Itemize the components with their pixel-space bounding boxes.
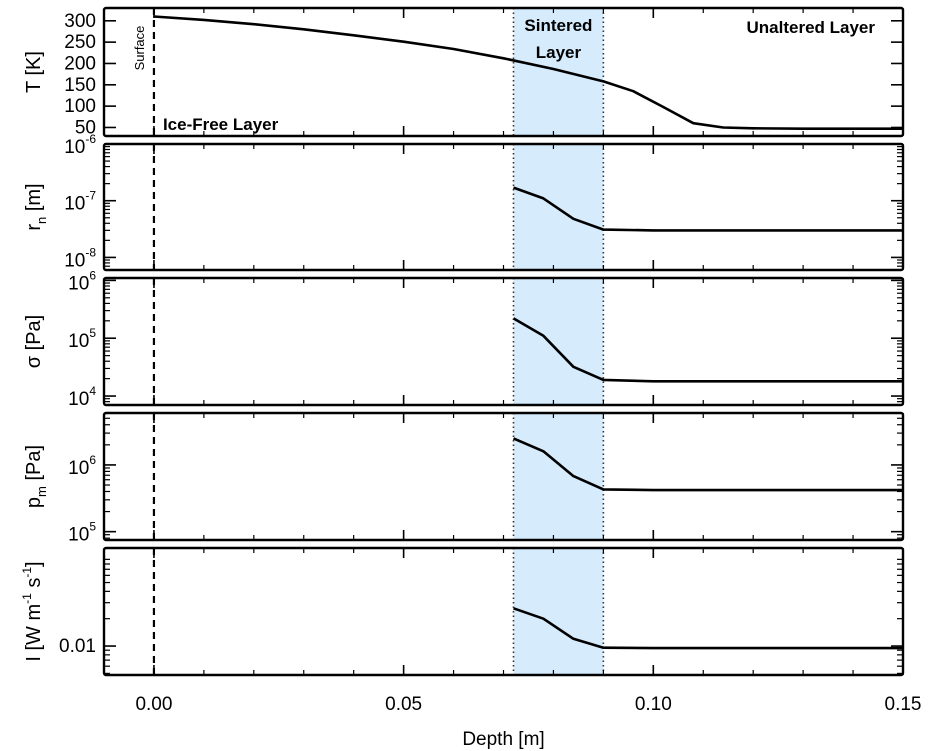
y-axis-label-neck-radius: rn [m] (23, 183, 49, 230)
x-tick-label: 0.00 (135, 694, 172, 715)
sintered-band-temperature (513, 8, 604, 136)
y-tick-label: 300 (64, 11, 96, 32)
y-tick-label: 10-8 (64, 245, 96, 271)
data-line-modulus (512, 437, 903, 492)
sintered-band-neck-radius (513, 144, 604, 270)
y-axis-label-stress: σ [Pa] (23, 315, 45, 368)
x-tick-label: 0.05 (385, 694, 422, 715)
tick-exponent: 5 (89, 326, 96, 340)
tick-base: 10 (68, 331, 89, 352)
sintered-layer-label: Sintered (524, 16, 592, 35)
y-tick-label: 50 (75, 117, 96, 138)
tick-base: 10 (68, 273, 89, 294)
y-tick-label: 104 (68, 384, 96, 410)
tick-base: 10 (64, 137, 85, 158)
y-tick-label: 200 (64, 53, 96, 74)
y-tick-label: 0.01 (59, 636, 96, 657)
ylabel-unit: [m] (23, 183, 45, 216)
tick-exponent: -8 (85, 245, 96, 259)
tick-base: 10 (68, 525, 89, 546)
ylabel-main: I [W m (23, 604, 45, 662)
tick-exponent: -6 (85, 132, 96, 146)
data-line-neck-radius (513, 186, 903, 232)
unaltered-layer-label: Unaltered Layer (747, 18, 876, 37)
tick-exponent: 4 (89, 384, 96, 398)
y-tick-label: 250 (64, 32, 96, 53)
panel-frame-conductivity (102, 546, 905, 677)
data-line-conductivity (513, 607, 903, 650)
y-tick-label: 100 (64, 96, 96, 117)
ylabel-subscript: m (34, 486, 49, 497)
ylabel-main: T [K] (23, 51, 45, 93)
y-axis-label-temperature: T [K] (23, 51, 45, 93)
ylabel-main: r (23, 224, 45, 231)
ylabel-main: p (23, 497, 45, 508)
panel-conductivity: 0.01I [W m-1 s-1] (20, 546, 905, 677)
ice-free-layer-label: Ice-Free Layer (163, 115, 279, 134)
data-line-temperature (153, 15, 903, 130)
tick-exponent: 5 (89, 520, 96, 534)
overlays-group: Surface Ice-Free Layer Sintered Layer Unalte… (132, 16, 875, 134)
panel-frame-neck-radius (102, 142, 905, 272)
ylabel-subscript: n (34, 217, 49, 224)
sintered-band-modulus (513, 413, 604, 540)
x-axis-label: Depth [m] (462, 729, 544, 750)
panel-frame-stress (102, 276, 905, 407)
ylabel-unit: [Pa] (23, 445, 45, 486)
y-tick-label: 105 (68, 326, 96, 352)
y-tick-label: 106 (68, 453, 96, 479)
y-tick-label: 10-7 (64, 189, 96, 215)
x-tick-label: 0.15 (885, 694, 922, 715)
y-tick-label: 150 (64, 75, 96, 96)
y-tick-label: 10-6 (64, 132, 96, 158)
sintered-band-conductivity (513, 548, 604, 675)
y-tick-label: 106 (68, 268, 96, 294)
surface-label: Surface (132, 26, 147, 71)
ylabel-superscript: -1 (20, 593, 34, 604)
tick-base: 10 (64, 250, 85, 271)
ylabel-main: σ [Pa] (23, 315, 45, 368)
panel-neck-radius: 10-810-710-6rn [m] (23, 132, 905, 272)
data-line-stress (512, 317, 903, 383)
y-axis-label-modulus: pm [Pa] (23, 445, 49, 508)
panel-frame-temperature (102, 6, 905, 138)
ylabel-superscript: -1 (20, 567, 34, 578)
y-axis-label-conductivity: I [W m-1 s-1] (20, 561, 45, 661)
tick-base: 10 (68, 389, 89, 410)
x-tick-label: 0.10 (635, 694, 672, 715)
panel-frame-modulus (102, 411, 905, 542)
ylabel-end: ] (23, 561, 45, 567)
ylabel-mid: s (23, 578, 45, 594)
tick-base: 10 (68, 458, 89, 479)
tick-exponent: -7 (85, 189, 96, 203)
y-tick-label: 105 (68, 520, 96, 546)
x-axis-group: 0.00 0.05 0.10 0.15 Depth [m] (135, 694, 921, 750)
tick-exponent: 6 (89, 268, 96, 282)
tick-base: 10 (64, 194, 85, 215)
tick-exponent: 6 (89, 453, 96, 467)
sintered-layer-label-line2: Layer (536, 43, 582, 62)
sintered-band-stress (513, 278, 604, 405)
